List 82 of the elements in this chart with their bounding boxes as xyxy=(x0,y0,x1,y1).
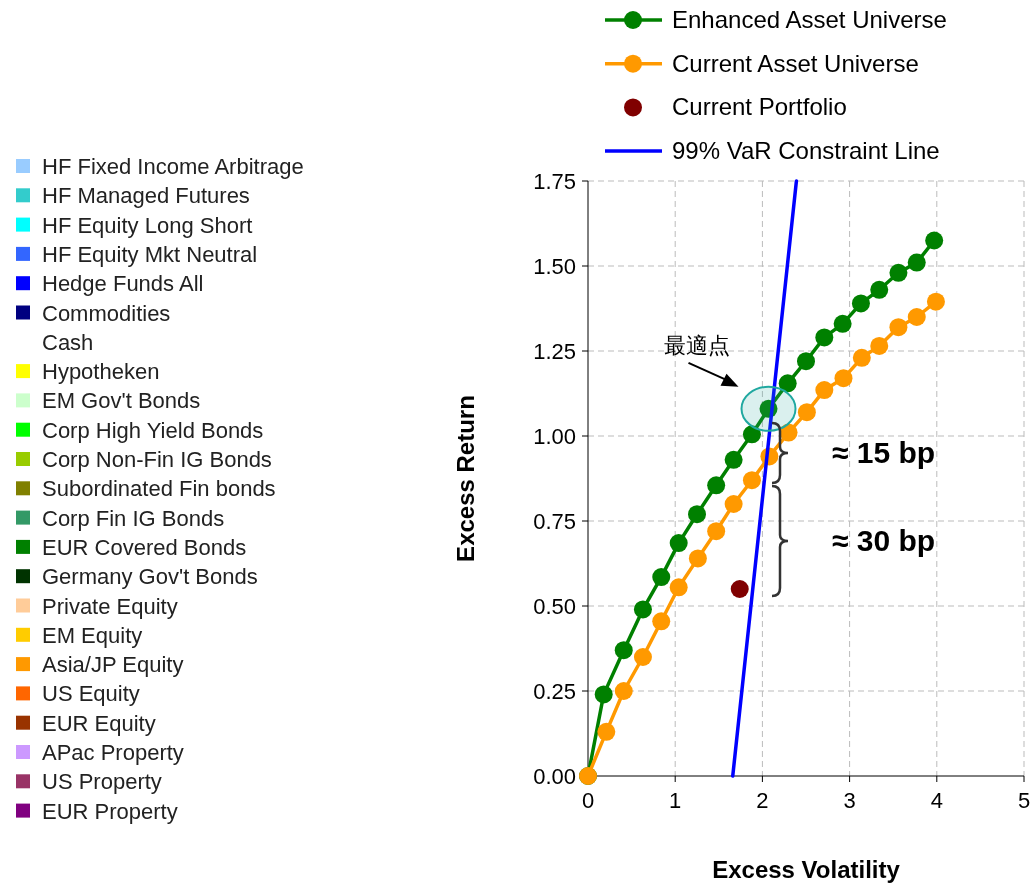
point xyxy=(724,450,743,469)
category-label: HF Managed Futures xyxy=(42,183,250,209)
point xyxy=(815,328,834,347)
point xyxy=(852,348,871,367)
point xyxy=(797,403,816,422)
point xyxy=(724,495,743,513)
x-axis-title: Excess Volatility xyxy=(712,856,901,883)
point xyxy=(742,425,761,444)
legend-label: Current Portfolio xyxy=(672,93,847,121)
category-label: US Equity xyxy=(42,681,140,707)
y-tick-label: 0.00 xyxy=(533,764,576,789)
category-label: Corp Non-Fin IG Bonds xyxy=(42,447,272,472)
point xyxy=(633,600,652,619)
point xyxy=(907,253,926,272)
point xyxy=(778,374,797,393)
point xyxy=(597,722,616,741)
y-tick-label: 0.75 xyxy=(533,509,576,534)
point xyxy=(707,522,726,541)
point xyxy=(633,648,652,666)
point xyxy=(797,352,815,371)
y-tick-label: 1.25 xyxy=(533,339,576,364)
category-label: EUR Property xyxy=(42,798,178,824)
point xyxy=(669,534,688,553)
annotation: 最適点 xyxy=(663,332,730,358)
point xyxy=(870,336,889,355)
category-label: EUR Covered Bonds xyxy=(42,534,247,560)
x-tick-label: 5 xyxy=(1017,788,1031,813)
y-tick-label: 1.50 xyxy=(533,254,576,279)
point xyxy=(594,685,613,704)
x-tick-label: 4 xyxy=(930,788,943,813)
x-tick-label: 3 xyxy=(843,788,856,813)
point xyxy=(870,280,889,299)
y-tick-label: 0.50 xyxy=(533,594,576,619)
category-label: Hedge Funds All xyxy=(42,271,204,297)
category-label: EM Equity xyxy=(42,622,143,648)
category-label: Corp High Yield Bonds xyxy=(42,417,264,443)
point xyxy=(907,308,926,326)
point xyxy=(707,476,726,495)
category-label: Private Equity xyxy=(42,593,178,619)
category-label: Commodities xyxy=(42,300,171,326)
category-label: HF Fixed Income Arbitrage xyxy=(42,154,304,179)
point xyxy=(779,423,798,442)
y-tick-label: 1.75 xyxy=(533,169,576,194)
point xyxy=(889,318,908,337)
y-tick-label: 0.25 xyxy=(533,679,576,704)
category-label: Germany Gov't Bonds xyxy=(42,564,258,590)
x-tick-label: 1 xyxy=(669,788,682,813)
point xyxy=(925,231,944,250)
point xyxy=(815,381,834,400)
category-label: Hypotheken xyxy=(42,359,160,385)
x-tick-label: 0 xyxy=(581,788,595,813)
point xyxy=(889,263,908,282)
legend-label: 99% VaR Constraint Line xyxy=(672,137,940,165)
category-label: EUR Equity xyxy=(42,710,156,736)
category-label: Subordinated Fin bonds xyxy=(42,476,276,502)
y-tick-label: 1.00 xyxy=(533,424,576,449)
category-label: US Property xyxy=(42,769,162,795)
legend-label: Current Asset Universe xyxy=(672,49,919,77)
point xyxy=(688,505,706,524)
annotation: ≈ 30 bp xyxy=(832,524,936,557)
point xyxy=(614,641,633,660)
category-label: APac Property xyxy=(42,740,184,765)
legend-label: Enhanced Asset Universe xyxy=(672,6,947,33)
point xyxy=(652,612,671,631)
point xyxy=(742,471,761,490)
category-label: HF Equity Long Short xyxy=(42,212,253,238)
point xyxy=(833,314,852,333)
point xyxy=(688,549,707,568)
point xyxy=(851,294,870,313)
point xyxy=(834,369,853,388)
y-axis-title: Excess Return xyxy=(452,395,479,562)
point xyxy=(926,292,945,311)
x-tick-label: 2 xyxy=(756,788,769,813)
point xyxy=(652,568,671,587)
category-label: HF Equity Mkt Neutral xyxy=(42,241,258,267)
category-label: Cash xyxy=(42,329,94,355)
category-label: Asia/JP Equity xyxy=(42,652,184,678)
category-label: EM Gov't Bonds xyxy=(42,388,201,414)
annotation: ≈ 15 bp xyxy=(832,436,936,469)
point xyxy=(669,578,688,597)
category-label: Corp Fin IG Bonds xyxy=(42,505,225,531)
point xyxy=(614,682,633,700)
